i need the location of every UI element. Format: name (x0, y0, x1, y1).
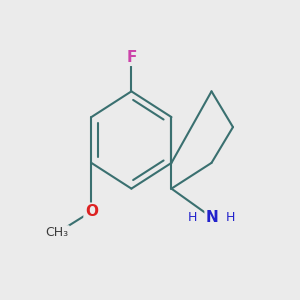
Text: H: H (225, 211, 235, 224)
Text: CH₃: CH₃ (46, 226, 69, 239)
Text: H: H (188, 211, 198, 224)
Text: N: N (205, 210, 218, 225)
Text: F: F (126, 50, 136, 64)
Text: O: O (85, 204, 98, 219)
